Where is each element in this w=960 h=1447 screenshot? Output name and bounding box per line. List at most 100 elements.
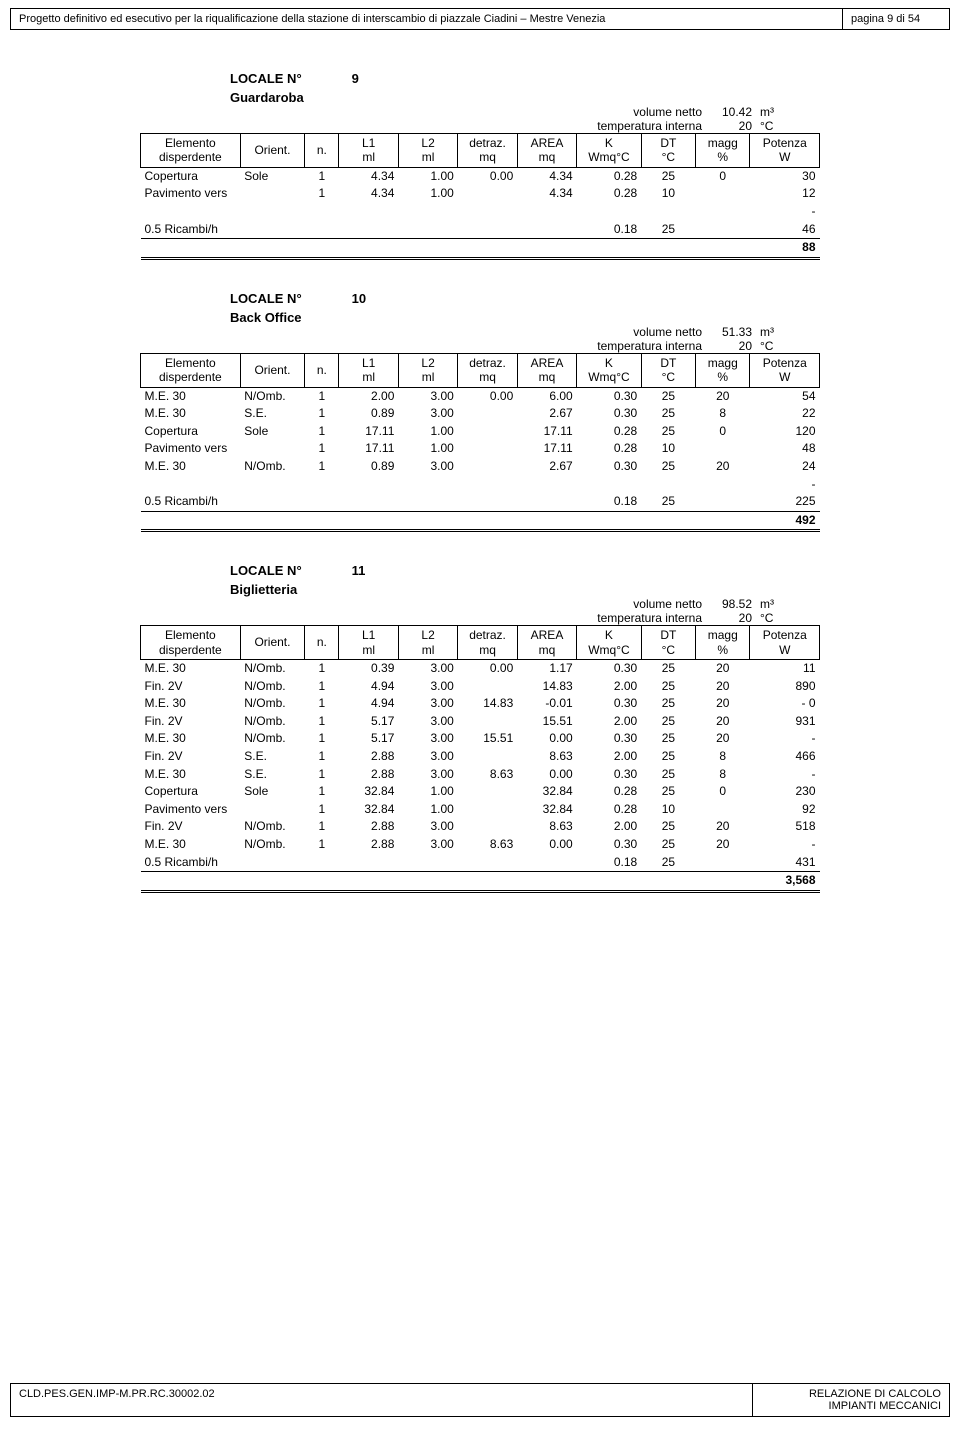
cell-orient: N/Omb. [240, 836, 304, 854]
cell-l1: 2.88 [339, 748, 398, 766]
cell-detraz: 8.63 [458, 836, 517, 854]
total-row: 492 [141, 511, 820, 531]
cell-orient: N/Omb. [240, 818, 304, 836]
cell-k: 0.30 [577, 405, 641, 423]
cell-orient [240, 185, 304, 203]
cell-n: 1 [305, 387, 339, 405]
cell-dt: 25 [641, 221, 695, 239]
cell-k: 0.28 [577, 167, 641, 185]
cell-dt: 10 [641, 440, 695, 458]
cell-k: 0.30 [577, 695, 641, 713]
th-area: AREAmq [517, 353, 576, 387]
cell-l2: 1.00 [398, 783, 457, 801]
cell-n [305, 221, 339, 239]
th-dt: DT°C [641, 134, 695, 168]
cell-area: -0.01 [517, 695, 576, 713]
cell-detraz: 0.00 [458, 660, 517, 678]
cell-detraz: 0.00 [458, 387, 517, 405]
cell-l1 [339, 493, 398, 511]
cell-area: 1.17 [517, 660, 576, 678]
th-elemento: Elementodisperdente [141, 626, 241, 660]
cell-orient [240, 493, 304, 511]
cell-l2: 3.00 [398, 818, 457, 836]
th-detraz: detraz.mq [458, 353, 517, 387]
cell-l2: 1.00 [398, 423, 457, 441]
cell-k: 0.30 [577, 836, 641, 854]
cell-potenza: 11 [750, 660, 820, 678]
cell-k [577, 476, 641, 494]
volume-label: volume netto [372, 105, 702, 119]
cell-orient: S.E. [240, 405, 304, 423]
cell-k: 0.30 [577, 730, 641, 748]
footer-right: RELAZIONE DI CALCOLO IMPIANTI MECCANICI [753, 1384, 949, 1416]
cell-l2: 1.00 [398, 167, 457, 185]
th-elemento: Elementodisperdente [141, 134, 241, 168]
locale-number: 9 [352, 71, 359, 86]
cell-detraz: 15.51 [458, 730, 517, 748]
cell-area [517, 221, 576, 239]
cell-magg: 8 [696, 766, 750, 784]
cell-l1: 0.89 [339, 405, 398, 423]
data-table: ElementodisperdenteOrient.n.L1mlL2mldetr… [140, 625, 820, 893]
temp-label: temperatura interna [372, 611, 702, 625]
cell-l1: 4.94 [339, 695, 398, 713]
table-row: Fin. 2VN/Omb.14.943.0014.832.002520890 [141, 678, 820, 696]
cell-k: 2.00 [577, 748, 641, 766]
footer-line1: RELAZIONE DI CALCOLO [761, 1388, 941, 1400]
locale-header: LOCALE N°9 [230, 70, 820, 88]
cell-elemento: Fin. 2V [141, 818, 241, 836]
table-row: M.E. 30S.E.12.883.008.630.000.30258- [141, 766, 820, 784]
table-row: M.E. 30N/Omb.10.893.002.670.30252024 [141, 458, 820, 476]
cell-dt: 25 [641, 387, 695, 405]
table-row: 0.5 Ricambi/h0.1825431 [141, 854, 820, 872]
cell-dt: 25 [641, 836, 695, 854]
cell-detraz [458, 405, 517, 423]
cell-n: 1 [305, 766, 339, 784]
cell-dt: 25 [641, 678, 695, 696]
cell-elemento: M.E. 30 [141, 695, 241, 713]
cell-area: 2.67 [517, 405, 576, 423]
cell-l1 [339, 476, 398, 494]
cell-elemento: M.E. 30 [141, 660, 241, 678]
cell-orient: N/Omb. [240, 458, 304, 476]
th-l1: L1ml [339, 134, 398, 168]
data-table: ElementodisperdenteOrient.n.L1mlL2mldetr… [140, 353, 820, 533]
cell-l2: 3.00 [398, 458, 457, 476]
cell-n: 1 [305, 730, 339, 748]
cell-area [517, 854, 576, 872]
cell-n: 1 [305, 167, 339, 185]
cell-l2: 3.00 [398, 836, 457, 854]
cell-l2: 3.00 [398, 695, 457, 713]
footer-bar: CLD.PES.GEN.IMP-M.PR.RC.30002.02 RELAZIO… [10, 1383, 950, 1417]
cell-magg [696, 854, 750, 872]
cell-dt [641, 476, 695, 494]
cell-dt: 25 [641, 167, 695, 185]
cell-magg [696, 493, 750, 511]
temp-value: 20 [702, 339, 752, 353]
cell-elemento: 0.5 Ricambi/h [141, 493, 241, 511]
cell-potenza: 48 [750, 440, 820, 458]
table-row: M.E. 30N/Omb.14.943.0014.83-0.010.302520… [141, 695, 820, 713]
cell-l1 [339, 221, 398, 239]
total-value: 88 [750, 239, 820, 259]
cell-orient: S.E. [240, 748, 304, 766]
table-row: Pavimento vers14.341.004.340.281012 [141, 185, 820, 203]
cell-detraz [458, 440, 517, 458]
cell-l1: 4.34 [339, 185, 398, 203]
cell-elemento: M.E. 30 [141, 730, 241, 748]
volume-label: volume netto [372, 597, 702, 611]
cell-k: 0.30 [577, 660, 641, 678]
total-value: 492 [750, 511, 820, 531]
cell-detraz [458, 818, 517, 836]
cell-area: 0.00 [517, 836, 576, 854]
cell-orient: N/Omb. [240, 730, 304, 748]
cell-elemento: M.E. 30 [141, 458, 241, 476]
cell-orient: S.E. [240, 766, 304, 784]
table-row: M.E. 30N/Omb.15.173.0015.510.000.302520- [141, 730, 820, 748]
th-l2: L2ml [398, 626, 457, 660]
th-detraz: detraz.mq [458, 134, 517, 168]
cell-elemento [141, 476, 241, 494]
cell-dt: 25 [641, 695, 695, 713]
cell-k: 0.18 [577, 493, 641, 511]
cell-l1: 32.84 [339, 783, 398, 801]
